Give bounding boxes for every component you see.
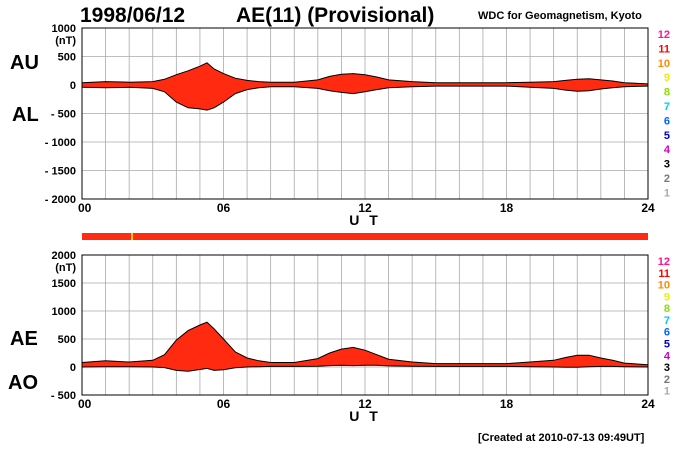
x-tick-label: 18 [500, 201, 514, 215]
ae-ao-plot [81, 254, 649, 396]
series-line-ae [81, 321, 649, 366]
station-count-label: 12 [658, 29, 670, 41]
al-label: AL [12, 104, 39, 126]
station-count-label: 10 [658, 280, 670, 292]
station-count-label: 10 [658, 58, 670, 70]
station-count-label: 1 [664, 386, 670, 398]
station-count-label: 6 [664, 115, 670, 127]
x-tick-label: 00 [78, 201, 92, 215]
station-count-label: 4 [664, 144, 671, 156]
data-source: WDC for Geomagnetism, Kyoto [478, 10, 642, 22]
station-count-label: 5 [664, 339, 670, 351]
station-count-label: 3 [664, 159, 670, 171]
x-tick-label: 00 [78, 397, 92, 411]
y-tick-label: 500 [58, 334, 76, 346]
plot-frame [81, 254, 649, 396]
y-tick-label: - 500 [51, 109, 76, 121]
y-tick-label: 0 [70, 362, 76, 374]
station-count-label: 2 [664, 374, 670, 386]
y-tick-label: - 2000 [45, 194, 76, 206]
station-count-label: 4 [664, 350, 671, 362]
station-count-label: 11 [658, 43, 670, 55]
x-tick-label: 12 [358, 397, 372, 411]
station-count-label: 1 [664, 187, 670, 199]
station-count-label: 6 [664, 327, 670, 339]
x-axis-title: U T [349, 212, 381, 228]
y-tick-label: 0 [70, 80, 76, 92]
x-tick-label: 24 [641, 397, 655, 411]
x-tick-label: 18 [500, 397, 514, 411]
station-count-label: 8 [664, 303, 670, 315]
y-tick-label: 500 [58, 52, 76, 64]
y-tick-label: 2000 [52, 250, 76, 262]
x-tick-label: 24 [641, 201, 655, 215]
station-count-label: 7 [664, 315, 670, 327]
plot-frame [81, 27, 649, 200]
y-unit-label: (nT) [55, 262, 76, 274]
x-tick-label: 12 [358, 201, 372, 215]
y-tick-label: - 1500 [45, 166, 76, 178]
station-count-label: 8 [664, 87, 670, 99]
y-unit-label: (nT) [55, 35, 76, 47]
title-index: AE(11) (Provisional) [236, 4, 435, 27]
y-tick-label: - 500 [51, 390, 76, 402]
station-count-bar [82, 233, 648, 240]
y-tick-label: 1000 [52, 23, 76, 35]
station-count-label: 9 [664, 291, 670, 303]
x-tick-label: 06 [217, 201, 231, 215]
title-date: 1998/06/12 [80, 4, 186, 27]
y-tick-label: 1000 [52, 306, 76, 318]
created-timestamp: [Created at 2010-07-13 09:49UT] [478, 432, 645, 444]
ae-ao-filled-area [82, 322, 648, 372]
series-line-ao [81, 364, 649, 372]
station-count-label: 3 [664, 362, 670, 374]
station-count-label: 7 [664, 101, 670, 113]
y-tick-label: - 1000 [45, 137, 76, 149]
station-count-label: 12 [658, 256, 670, 268]
station-count-label: 11 [658, 268, 670, 280]
au-al-filled-area [82, 62, 648, 111]
series-line-al [81, 85, 649, 111]
station-count-marker [131, 233, 133, 240]
au-label: AU [10, 52, 39, 74]
ae-label: AE [10, 328, 38, 350]
station-count-label: 2 [664, 173, 670, 185]
au-al-plot [81, 27, 649, 200]
x-tick-label: 06 [217, 397, 231, 411]
y-tick-label: 1500 [52, 278, 76, 290]
station-count-label: 9 [664, 72, 670, 84]
series-line-au [81, 62, 649, 85]
ao-label: AO [8, 372, 38, 394]
x-axis-title: U T [349, 408, 381, 424]
station-count-label: 5 [664, 130, 670, 142]
